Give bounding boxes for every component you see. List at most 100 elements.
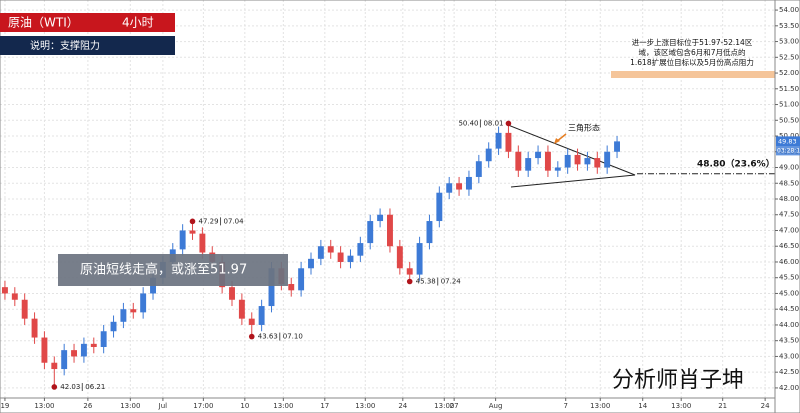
y-tick-label: 44.00 (779, 321, 799, 329)
candle-body (110, 321, 117, 332)
candle-body (554, 167, 561, 171)
y-tick-label: 54.00 (779, 6, 799, 14)
candle-body (574, 154, 581, 165)
annotation-dot (189, 218, 196, 225)
annotation-date: 08.01 (483, 119, 503, 127)
candle-body (100, 331, 107, 347)
x-tick-label: 13:00 (120, 402, 140, 410)
annotation-dot (248, 333, 255, 340)
y-tick-label: 50.50 (779, 116, 799, 124)
y-axis-panel (774, 0, 800, 413)
candle-body (485, 148, 492, 162)
x-tick-label: 17 (320, 402, 329, 410)
candle-body (465, 176, 472, 190)
x-tick-label: 19 (0, 402, 9, 410)
candle-body (614, 141, 620, 152)
candle-body (1, 287, 8, 294)
y-tick-label: 43.50 (779, 337, 799, 345)
candle-body (308, 258, 314, 269)
x-tick-label: Aug (489, 402, 503, 410)
x-tick-label: 13:00 (355, 402, 375, 410)
candle-body (61, 350, 68, 370)
target-note: 1.618扩展位目标以及5月份高点阻力 (630, 57, 754, 67)
x-tick-label: 13:00 (434, 402, 454, 410)
candle-body (41, 337, 48, 363)
grid (0, 0, 775, 398)
candle-body (120, 309, 127, 322)
candle-body (90, 343, 97, 347)
x-tick-label: 10 (240, 402, 249, 410)
x-tick-label: 7 (563, 402, 567, 410)
candle-body (229, 287, 235, 300)
y-tick-label: 44.50 (779, 305, 799, 313)
candle-body (199, 233, 206, 253)
annotation-price: 45.38 (416, 277, 436, 285)
candle-body (377, 214, 384, 222)
y-tick-label: 48.00 (779, 195, 799, 203)
candle-body (71, 350, 78, 357)
y-tick-label: 51.00 (779, 101, 799, 109)
candle-body (258, 306, 265, 325)
annotation-date: 07.04 (224, 217, 245, 225)
candle-body (80, 343, 87, 357)
triangle-pattern (507, 124, 636, 188)
timer-label: 03:28:1 (777, 147, 800, 154)
candle-body (298, 268, 305, 291)
annotations: 50.40 08.01 47.29 07.04 43.63 07.10 45.38 07.24… (51, 119, 775, 391)
candle-body (426, 221, 433, 244)
annotation-dot (51, 384, 58, 390)
x-tick-label: 17:00 (193, 402, 213, 410)
annotation-price: 50.40 (458, 119, 478, 127)
candle-body (387, 214, 393, 247)
target-band (611, 71, 775, 78)
period: 4小时 (122, 16, 154, 30)
y-tick-label: 42.50 (779, 368, 799, 376)
y-tick-label: 51.50 (779, 85, 799, 93)
x-tick-label: Jul (158, 402, 168, 410)
candle-body (604, 151, 611, 168)
candle-body (238, 299, 245, 319)
annotation-date: 07.24 (441, 277, 462, 285)
annotation-dot (505, 120, 512, 127)
y-tick-label: 49.00 (779, 164, 799, 172)
candle-body (11, 293, 18, 300)
candle-body (564, 154, 571, 168)
x-tick-label: 24 (761, 402, 770, 410)
title-box (0, 13, 175, 32)
y-tick-label: 52.00 (779, 69, 799, 77)
x-tick-label: 14 (638, 402, 647, 410)
y-tick-label: 45.50 (779, 274, 799, 282)
candle-body (317, 246, 324, 259)
candle-body (51, 362, 58, 370)
candle-body (584, 158, 591, 165)
candle-body (495, 132, 502, 149)
candle-body (544, 151, 551, 171)
y-tick-label: 42.00 (779, 384, 799, 392)
x-tick-label: 21 (718, 402, 727, 410)
price-tag-label: 49.83 (778, 137, 797, 145)
x-tick-label: 13:00 (590, 402, 610, 410)
y-tick-label: 45.00 (779, 289, 799, 297)
y-tick-label: 46.00 (779, 258, 799, 266)
candle-body (327, 246, 334, 253)
candle-body (130, 309, 137, 313)
candle-body (31, 318, 38, 338)
y-tick-label: 48.50 (779, 179, 799, 187)
candle-body (347, 255, 354, 262)
candle-body (475, 161, 482, 177)
candle-body (436, 192, 443, 222)
y-tick-label: 43.00 (779, 352, 799, 360)
price-tag (776, 136, 800, 147)
subtitle-box (0, 36, 175, 55)
pattern-arrowhead (554, 138, 560, 144)
candle-body (248, 318, 255, 325)
title: 原油（WTI） (8, 16, 79, 30)
subtitle: 说明：支撑阻力 (30, 39, 100, 52)
annotation-dot (406, 278, 413, 285)
y-tick-label: 47.00 (779, 226, 799, 234)
y-tick-label: 53.00 (779, 38, 799, 46)
candle-body (21, 299, 28, 319)
candle-body (357, 243, 364, 256)
